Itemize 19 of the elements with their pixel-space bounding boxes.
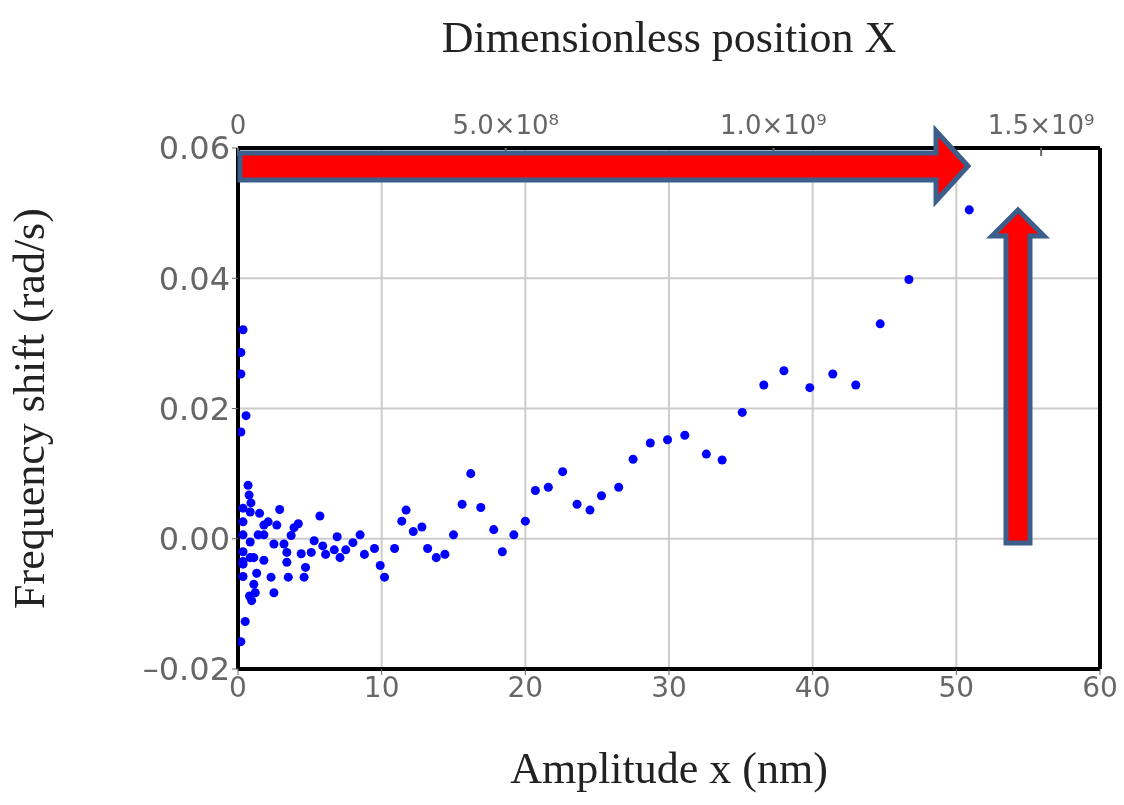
x-tick-label: 60	[1082, 670, 1118, 704]
x-tick-label: 40	[794, 670, 831, 704]
x2-tick-label: 0	[229, 110, 247, 140]
y-tick-label: 0.04	[158, 259, 230, 298]
y-tick-label: 0.00	[158, 520, 230, 559]
x-tick-label: 30	[651, 670, 687, 704]
x2-tick-label: 1.5×10⁹	[987, 110, 1095, 140]
x-tick-label: 50	[938, 670, 975, 704]
x-axis-title: Amplitude x (nm)	[510, 744, 828, 793]
x2-axis-title: Dimensionless position X	[441, 13, 897, 62]
y-tick-label: –0.02	[142, 650, 230, 689]
x-tick-label: 20	[507, 670, 544, 704]
y-tick-label: 0.02	[158, 389, 230, 428]
y-axis-title: Frequency shift (rad/s)	[4, 208, 54, 609]
y-tick-label: 0.06	[158, 129, 230, 168]
x-tick-label: 0	[229, 670, 247, 704]
x2-tick-label: 5.0×10⁸	[452, 110, 560, 140]
x-tick-label: 10	[363, 670, 400, 704]
x2-tick-label: 1.0×10⁹	[720, 110, 827, 140]
